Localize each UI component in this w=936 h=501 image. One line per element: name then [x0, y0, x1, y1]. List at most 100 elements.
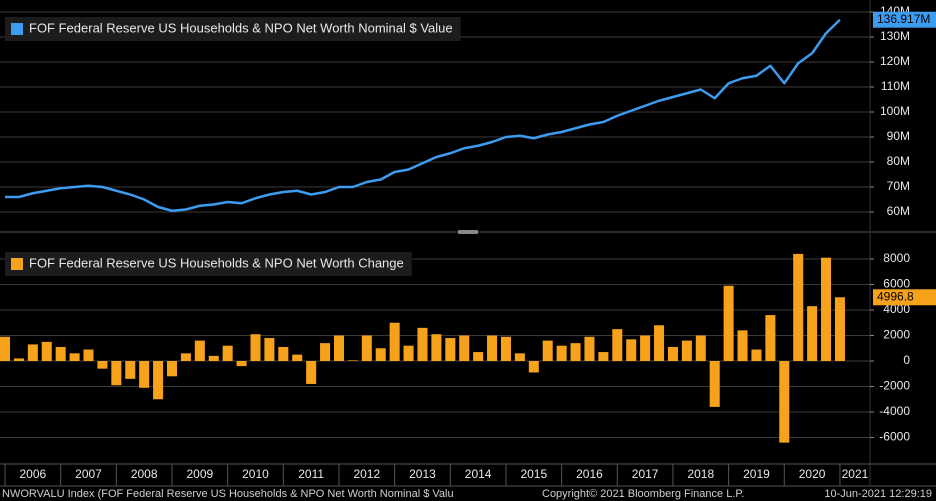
bar [236, 360, 247, 367]
bar [821, 257, 832, 361]
y-tick-label: 70M [887, 179, 910, 193]
bar [751, 349, 762, 361]
x-tick-label: 2015 [520, 467, 547, 481]
bar [807, 306, 818, 361]
y-tick-label: 110M [881, 79, 910, 93]
x-tick-label: 2017 [632, 467, 659, 481]
bar [584, 336, 595, 361]
y-tick-label: 4000 [883, 302, 910, 316]
y-tick-label: 120M [880, 54, 910, 68]
legend-label: FOF Federal Reserve US Households & NPO … [29, 255, 404, 270]
value-label-box [873, 289, 936, 306]
y-tick-label: 6000 [883, 277, 910, 291]
footer-left: NWORVALU Index (FOF Federal Reserve US H… [2, 488, 454, 500]
bar [542, 340, 553, 361]
x-tick-label: 2013 [409, 467, 436, 481]
legend-box [5, 17, 461, 41]
value-label-box [873, 11, 936, 28]
x-tick-label: 2009 [186, 467, 213, 481]
bar [55, 346, 66, 361]
bar [194, 340, 205, 361]
bar [41, 341, 52, 361]
y-tick-label: 2000 [883, 328, 910, 342]
bar [640, 335, 651, 361]
x-tick-label: 2010 [242, 467, 269, 481]
x-tick-label: 2006 [19, 467, 46, 481]
bar [222, 345, 233, 361]
bar [125, 360, 136, 379]
bar [166, 360, 178, 377]
panel-handle [458, 230, 478, 234]
bar [111, 360, 122, 386]
bar [570, 343, 581, 361]
y-tick-label: 80M [887, 154, 910, 168]
bar [681, 340, 692, 361]
value-label: 136.917M [877, 12, 930, 26]
bar [431, 334, 442, 361]
bar [347, 360, 358, 361]
bar [180, 353, 191, 361]
bar [417, 327, 428, 361]
x-tick-label: 2020 [799, 467, 826, 481]
bar [306, 360, 317, 384]
bar [654, 325, 665, 361]
y-tick-label: -6000 [879, 430, 910, 444]
bar [459, 335, 470, 361]
bar [292, 354, 303, 361]
bar [361, 335, 372, 361]
bar [612, 329, 623, 361]
bar [264, 338, 275, 361]
x-tick-label: 2012 [353, 467, 380, 481]
bar [556, 345, 567, 361]
y-tick-label: 0 [903, 353, 910, 367]
bar [403, 345, 414, 361]
bar [667, 346, 678, 361]
bar [723, 285, 734, 361]
bar [0, 336, 11, 361]
x-tick-label: 2011 [298, 467, 324, 481]
bar [97, 360, 108, 369]
bar [27, 344, 38, 361]
bar [389, 322, 400, 361]
bar [375, 348, 386, 361]
bar [765, 315, 776, 361]
bar [83, 349, 94, 361]
bar [528, 360, 539, 373]
bar [779, 360, 790, 443]
bar [153, 360, 164, 400]
bar [737, 330, 748, 361]
line [5, 18, 841, 212]
legend-label: FOF Federal Reserve US Households & NPO … [29, 20, 453, 35]
y-tick-label: 8000 [883, 251, 910, 265]
footer-right: 10-Jun-2021 12:29:19 [824, 488, 932, 500]
bar [695, 335, 706, 361]
bar [320, 343, 331, 361]
y-tick-label: 130M [880, 29, 910, 43]
x-tick-label: 2016 [576, 467, 603, 481]
bar [250, 334, 261, 361]
bar [793, 253, 804, 361]
bar [445, 338, 456, 361]
legend-swatch [11, 258, 23, 270]
legend-box [5, 252, 412, 276]
bar [139, 360, 150, 388]
y-tick-label: 100M [880, 104, 910, 118]
y-tick-label: 60M [887, 204, 910, 218]
bar [709, 360, 720, 407]
legend-swatch [11, 23, 23, 35]
bar [208, 355, 219, 361]
bar [598, 352, 609, 361]
x-tick-label: 2008 [131, 467, 158, 481]
y-tick-label: -4000 [879, 404, 910, 418]
bar [626, 339, 637, 361]
bar [13, 358, 24, 361]
bar [69, 353, 80, 361]
bar [487, 335, 498, 361]
bar [834, 297, 845, 361]
footer-center: Copyright© 2021 Bloomberg Finance L.P. [542, 488, 744, 500]
x-tick-label: 2021 [842, 467, 869, 481]
y-tick-label: 90M [887, 129, 910, 143]
